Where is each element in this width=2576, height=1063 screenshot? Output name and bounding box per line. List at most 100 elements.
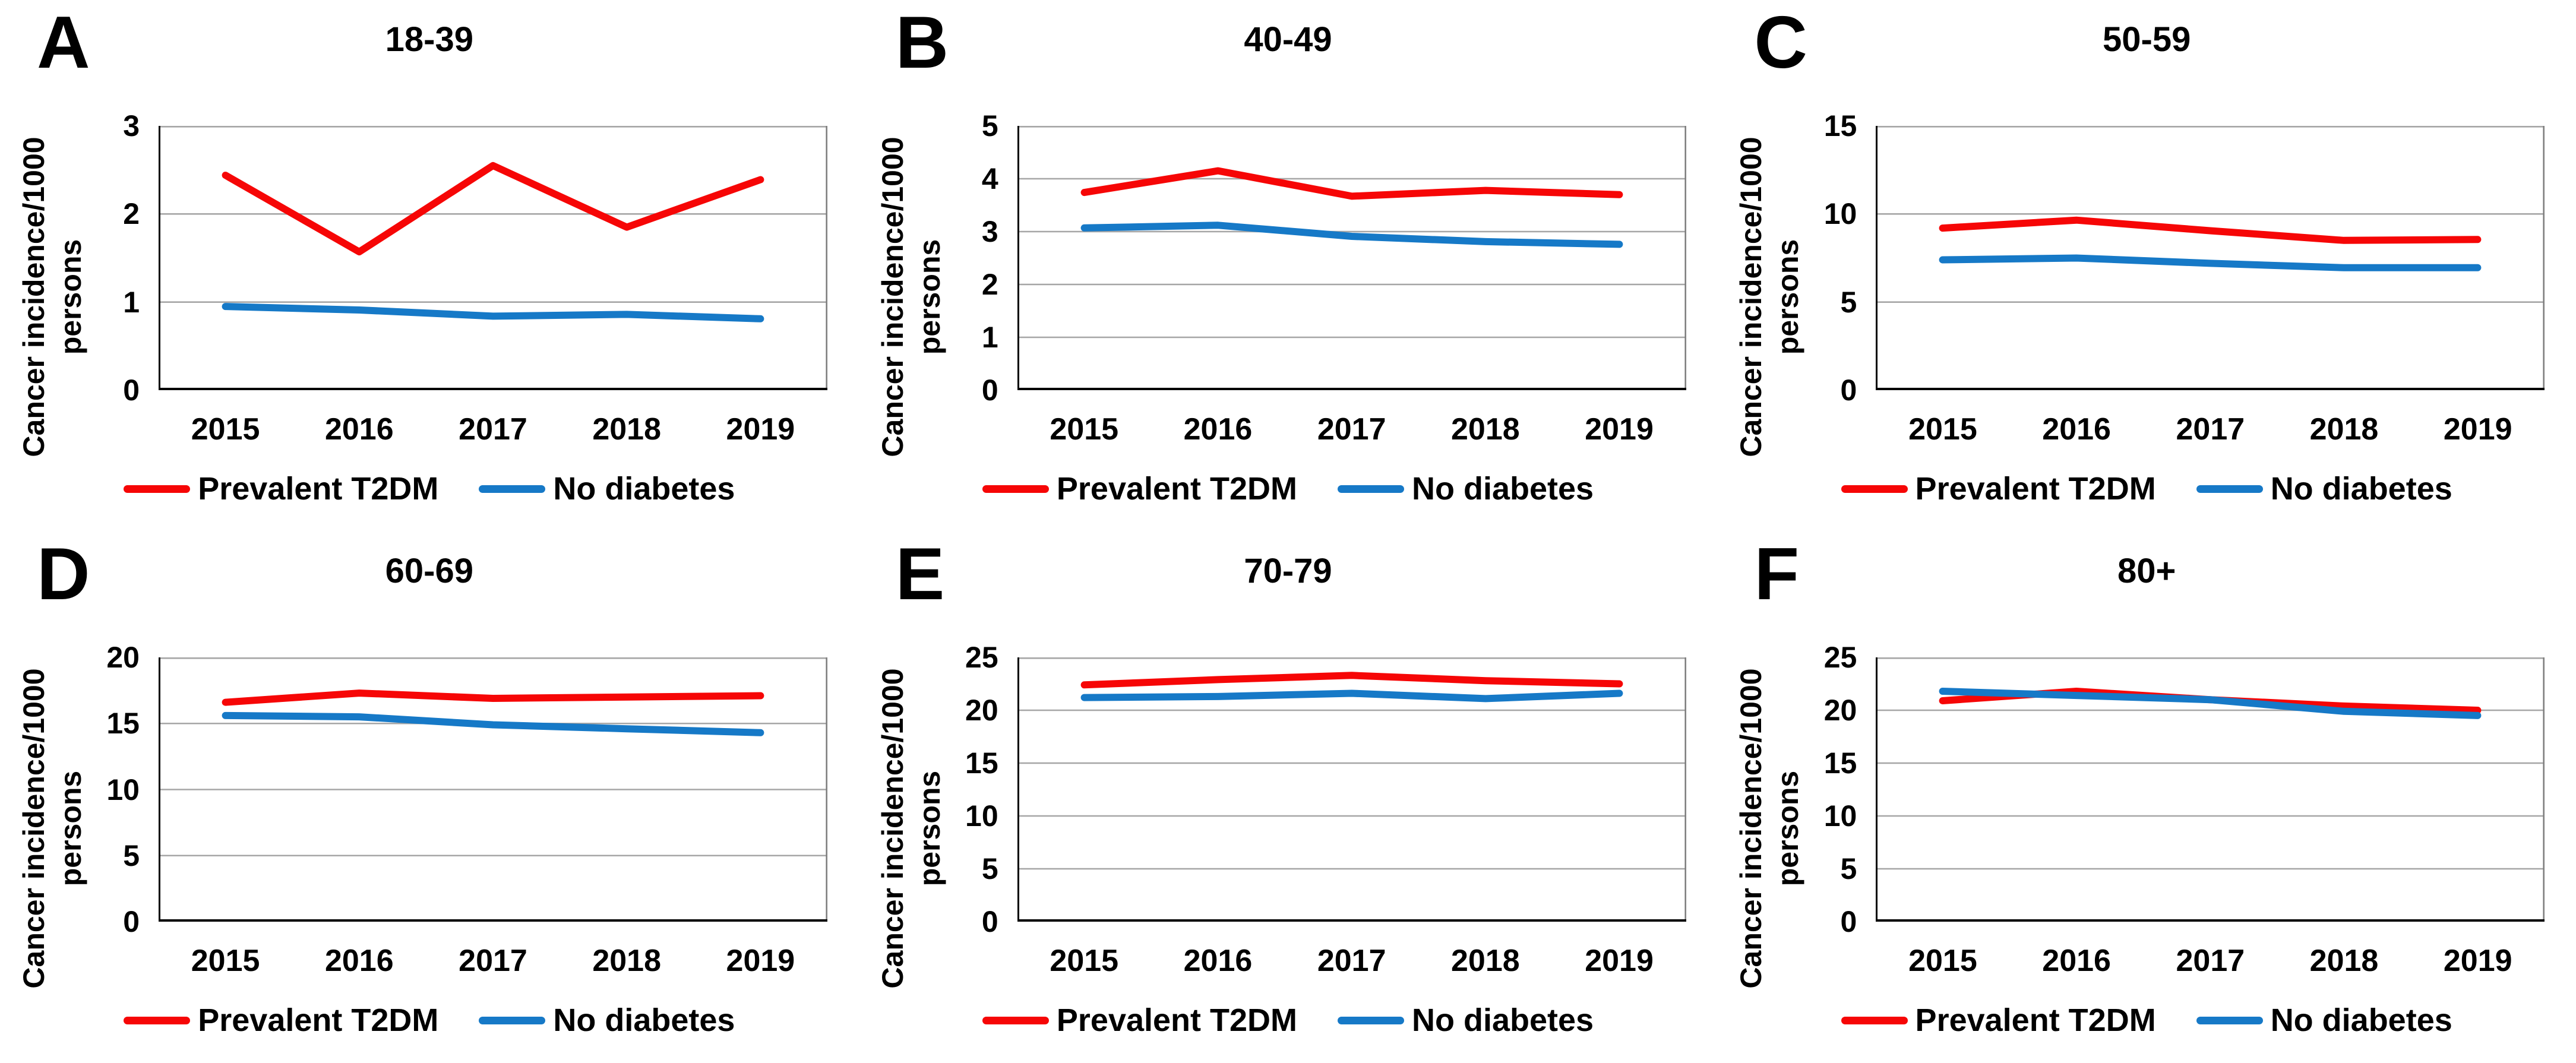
line-chart [1876, 657, 2545, 922]
panel-title: 40-49 [1244, 20, 1332, 59]
y-tick-label: 10 [1823, 197, 1857, 231]
legend-label-no-diabetes: No diabetes [1412, 1002, 1594, 1039]
panel-letter: C [1754, 2, 1807, 84]
y-axis-title-line1: Cancer incidence/1000 [17, 668, 50, 989]
y-axis-title: Cancer incidence/1000 persons [15, 650, 89, 1007]
line-chart [1876, 125, 2545, 390]
series-line-prevalent-t2dm [222, 162, 764, 256]
panel-f: F 80+ Cancer incidence/1000 persons Prev… [1717, 532, 2576, 1063]
legend-item-prevalent-t2dm: Prevalent T2DM [982, 471, 1297, 507]
legend-label-prevalent-t2dm: Prevalent T2DM [1056, 1002, 1298, 1039]
y-tick-label: 4 [981, 162, 998, 195]
chart-legend: Prevalent T2DM No diabetes [0, 992, 859, 1049]
x-tick-label: 2018 [592, 412, 662, 447]
panel-letter: A [37, 2, 90, 84]
panel-e: E 70-79 Cancer incidence/1000 persons Pr… [859, 532, 1718, 1063]
legend-line-blue [2196, 1017, 2263, 1025]
legend-item-prevalent-t2dm: Prevalent T2DM [124, 471, 438, 507]
x-tick-label: 2017 [2176, 944, 2245, 978]
x-tick-label: 2019 [2443, 944, 2512, 978]
y-tick-label: 20 [106, 641, 140, 674]
y-tick-label: 0 [123, 374, 140, 407]
x-tick-label: 2016 [2042, 944, 2111, 978]
y-tick-label: 2 [123, 197, 140, 231]
y-tick-label: 25 [1823, 641, 1857, 674]
x-tick-label: 2017 [2176, 412, 2245, 447]
y-tick-label: 10 [106, 773, 140, 806]
chart-legend: Prevalent T2DM No diabetes [0, 461, 859, 518]
x-tick-label: 2015 [1050, 944, 1119, 978]
line-chart [159, 657, 827, 922]
y-tick-label: 20 [965, 694, 998, 727]
chart-legend: Prevalent T2DM No diabetes [859, 992, 1718, 1049]
panel-title: 60-69 [385, 552, 473, 590]
y-tick-label: 3 [981, 215, 998, 248]
legend-item-prevalent-t2dm: Prevalent T2DM [982, 1002, 1298, 1039]
y-tick-label: 0 [1840, 905, 1857, 938]
y-tick-label: 1 [981, 321, 998, 354]
chart-legend: Prevalent T2DM No diabetes [1717, 461, 2576, 518]
legend-label-no-diabetes: No diabetes [2270, 1002, 2452, 1039]
x-tick-label: 2016 [324, 944, 394, 978]
legend-item-prevalent-t2dm: Prevalent T2DM [1841, 1002, 2156, 1038]
x-tick-label: 2015 [1908, 412, 1977, 447]
legend-line-red [124, 485, 191, 493]
panel-letter: B [895, 2, 949, 84]
y-tick-label: 25 [965, 641, 998, 674]
y-tick-label: 0 [1840, 374, 1857, 407]
legend-line-blue [2196, 485, 2263, 493]
legend-line-red [1841, 1017, 1908, 1025]
x-tick-label: 2018 [1451, 944, 1520, 978]
y-tick-label: 0 [981, 374, 998, 407]
panel-letter: D [37, 533, 90, 615]
x-tick-label: 2018 [1451, 412, 1520, 447]
series-line-prevalent-t2dm [1080, 167, 1623, 200]
legend-line-blue [1338, 1017, 1405, 1025]
panel-c: C 50-59 Cancer incidence/1000 persons Pr… [1717, 0, 2576, 532]
legend-label-no-diabetes: No diabetes [553, 1002, 735, 1039]
y-axis-title-line2: persons [54, 770, 87, 887]
y-tick-label: 15 [965, 746, 998, 780]
y-tick-label: 15 [1823, 746, 1857, 780]
x-tick-label: 2016 [324, 412, 394, 447]
legend-line-blue [1338, 485, 1405, 493]
x-tick-label: 2017 [459, 412, 527, 447]
x-tick-label: 2017 [459, 944, 527, 978]
y-tick-label: 5 [981, 852, 998, 885]
legend-item-no-diabetes: No diabetes [1338, 1002, 1594, 1039]
chart-legend: Prevalent T2DM No diabetes [859, 461, 1718, 518]
y-tick-label: 1 [123, 285, 140, 319]
legend-label-no-diabetes: No diabetes [1412, 471, 1594, 507]
legend-line-red [1841, 485, 1908, 493]
y-tick-label: 10 [965, 799, 998, 833]
y-tick-label: 5 [123, 839, 140, 872]
y-tick-label: 10 [1823, 799, 1857, 833]
y-tick-label: 20 [1823, 694, 1857, 727]
y-tick-label: 5 [1840, 852, 1857, 885]
y-tick-label: 5 [1840, 285, 1857, 319]
y-tick-label: 2 [981, 268, 998, 301]
y-tick-label: 0 [123, 905, 140, 938]
legend-label-no-diabetes: No diabetes [553, 471, 735, 507]
panel-title: 70-79 [1244, 552, 1332, 590]
legend-item-no-diabetes: No diabetes [479, 1002, 735, 1039]
y-tick-label: 3 [123, 109, 140, 143]
series-line-prevalent-t2dm [1080, 672, 1623, 689]
legend-line-red [124, 1017, 191, 1025]
x-tick-label: 2018 [2309, 944, 2379, 978]
legend-label-no-diabetes: No diabetes [2270, 471, 2452, 507]
y-tick-label: 15 [1823, 109, 1857, 143]
x-tick-label: 2019 [726, 412, 795, 447]
x-tick-label: 2019 [726, 944, 795, 978]
panel-letter: F [1754, 533, 1799, 615]
legend-line-blue [479, 1017, 546, 1025]
x-tick-label: 2019 [1585, 944, 1654, 978]
series-line-no-diabetes [1939, 688, 2482, 719]
series-line-no-diabetes [1939, 254, 2482, 271]
y-tick-label: 5 [981, 109, 998, 143]
legend-label-prevalent-t2dm: Prevalent T2DM [198, 1002, 439, 1039]
x-tick-label: 2016 [2042, 412, 2111, 447]
panel-title: 18-39 [385, 20, 473, 59]
x-tick-label: 2016 [1183, 944, 1253, 978]
x-tick-label: 2017 [1317, 412, 1386, 447]
